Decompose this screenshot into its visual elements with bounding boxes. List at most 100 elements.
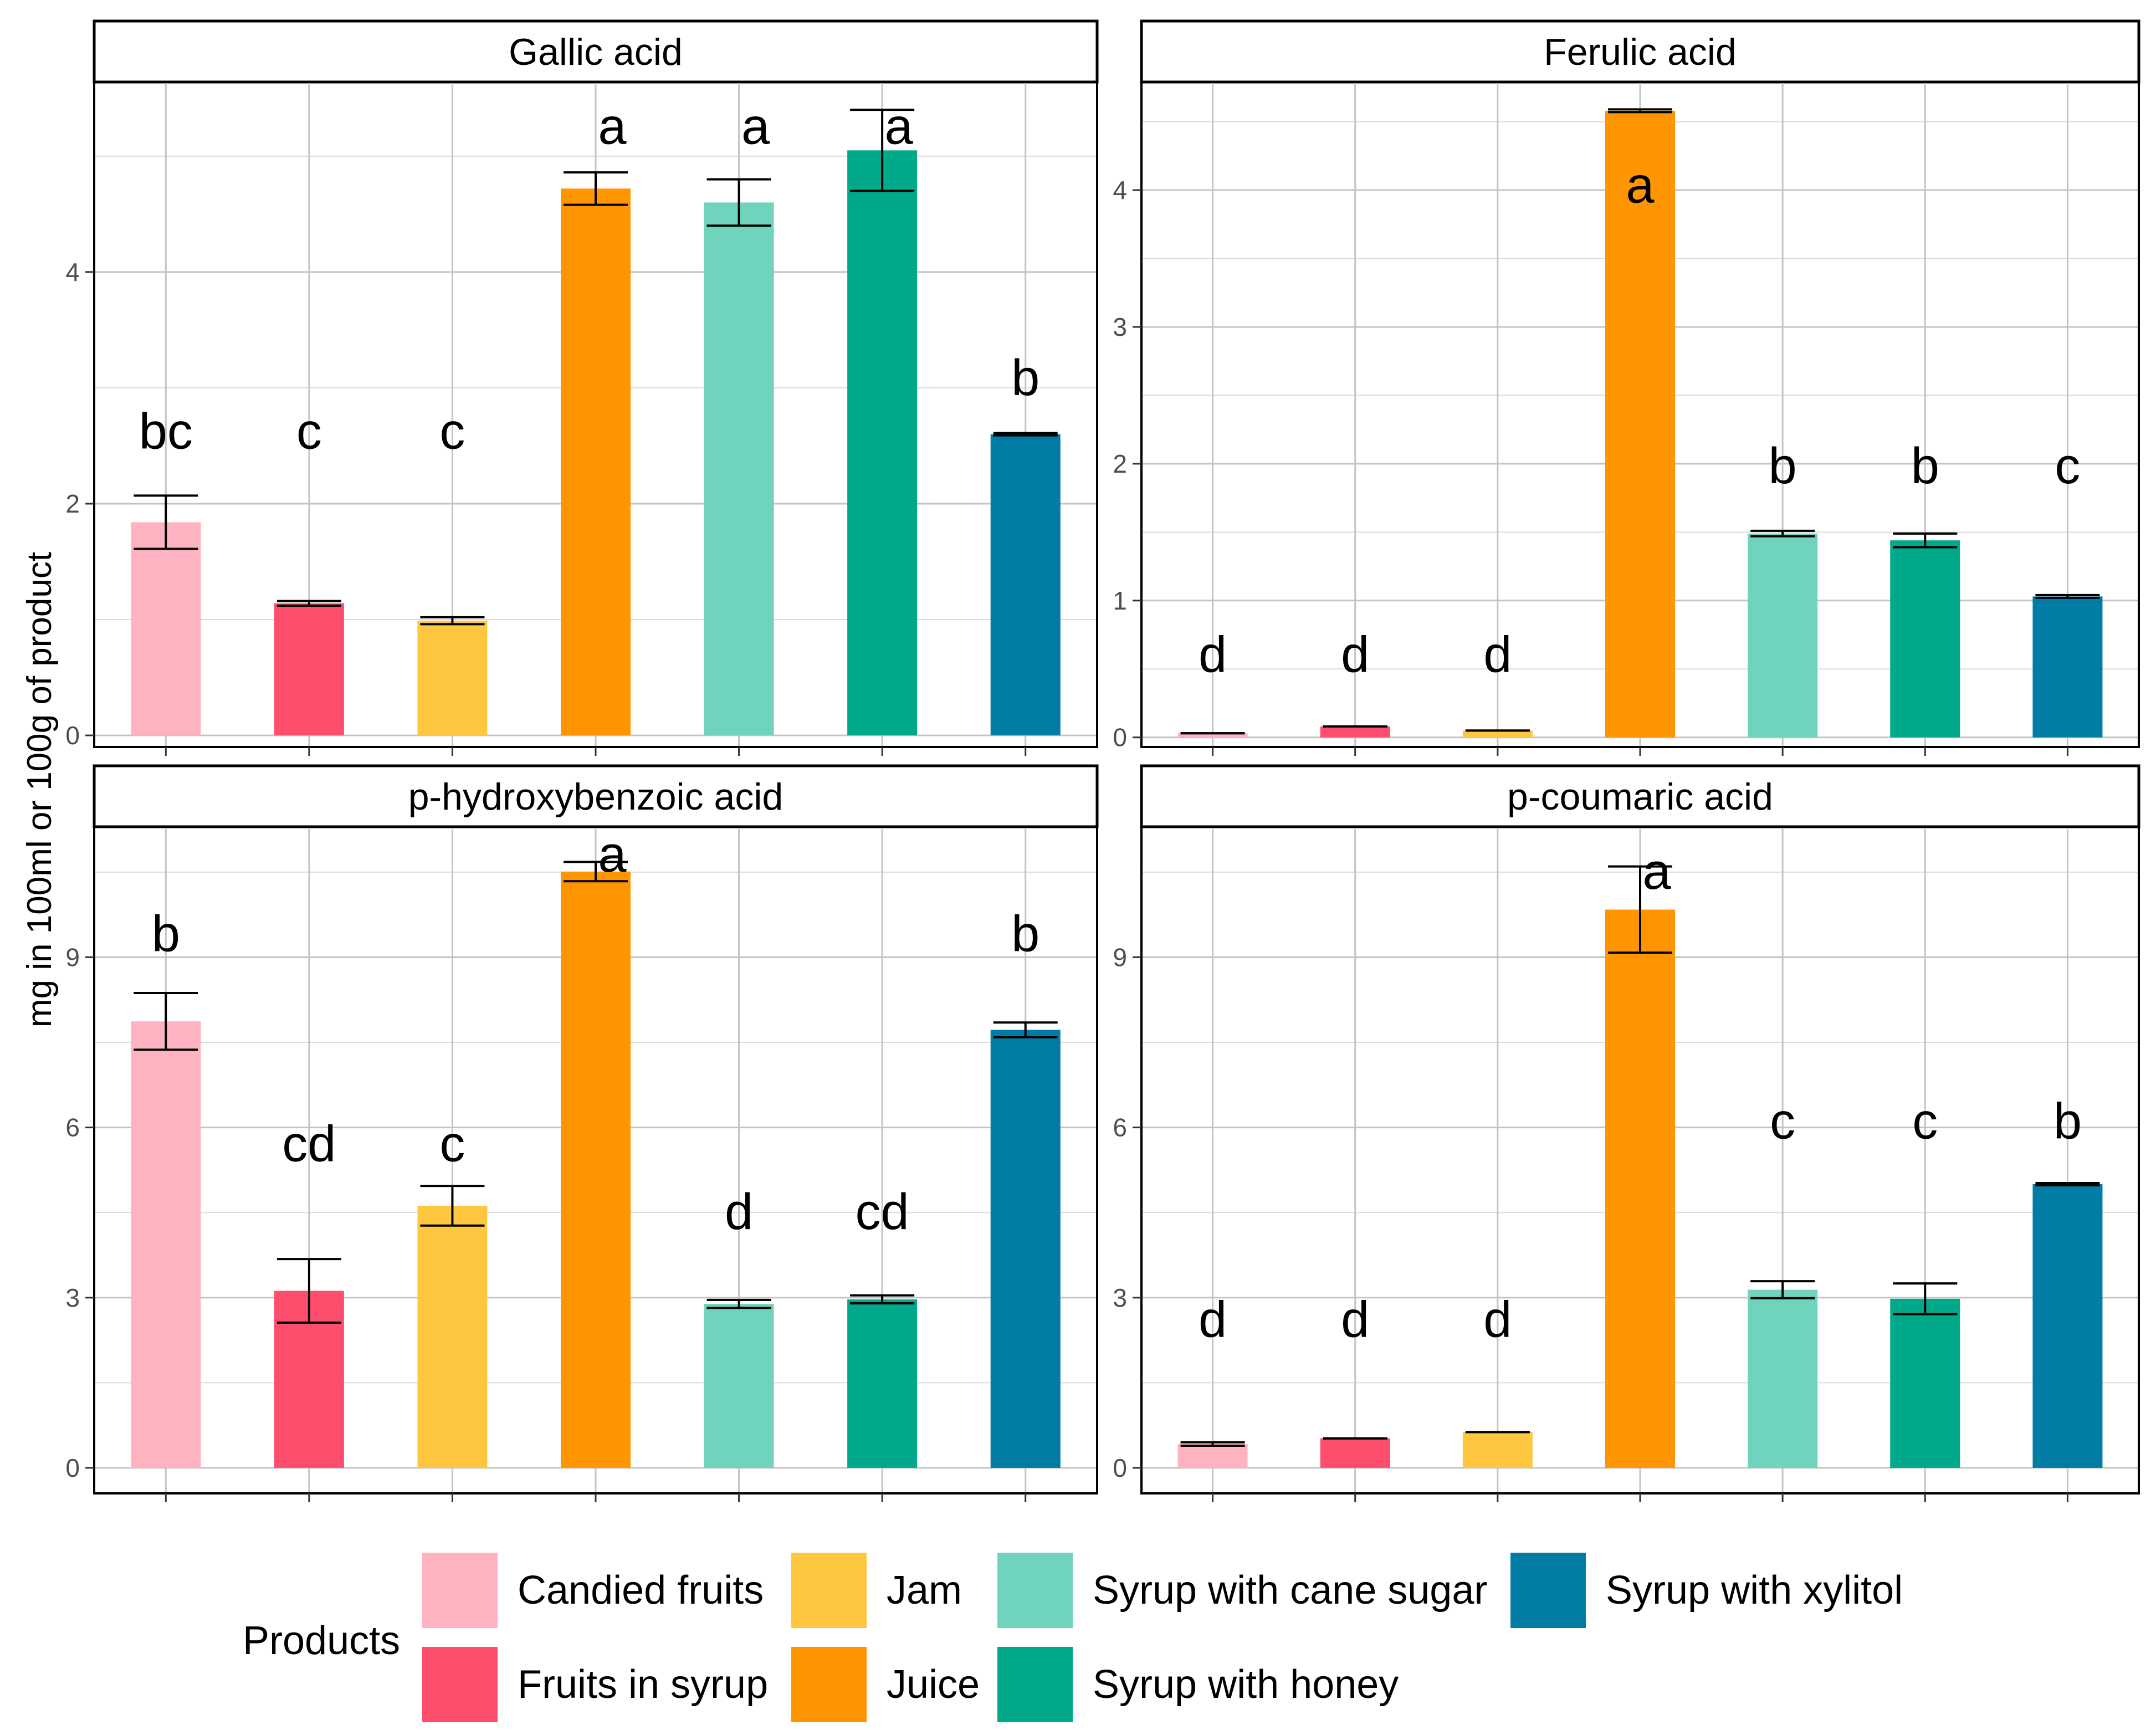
y-tick-label: 6: [1113, 1113, 1127, 1142]
bar-syrup-with-xylitol: [2032, 1184, 2103, 1468]
error-bar: [706, 1298, 771, 1309]
y-tick-label: 0: [65, 721, 80, 750]
error-bar: [2035, 1181, 2100, 1187]
bar-syrup-with-honey: [1890, 540, 1960, 738]
y-axis-label: mg in 100ml or 100g of product: [21, 552, 59, 1027]
bar-jam: [1462, 730, 1533, 738]
y-tick-label: 3: [1113, 313, 1127, 341]
facet-title: p-hydroxybenzoic acid: [408, 776, 783, 818]
bar-jam: [417, 1205, 488, 1468]
bar-syrup-with-cane-sugar: [1748, 1289, 1818, 1468]
facet-strip: [93, 19, 1099, 84]
y-tick-label: 2: [65, 489, 80, 518]
legend-label: Jam: [887, 1568, 962, 1613]
significance-letter: b: [2053, 1093, 2082, 1149]
error-bar: [420, 616, 485, 626]
legend-item: Jam: [791, 1553, 962, 1628]
error-bar: [1893, 532, 1958, 549]
significance-letter: c: [296, 403, 322, 459]
error-bar: [1180, 1441, 1245, 1447]
facet-strip: [93, 764, 1099, 828]
significance-letter: a: [598, 99, 627, 155]
legend-item: Syrup with cane sugar: [997, 1553, 1487, 1628]
significance-letter: a: [1626, 157, 1655, 214]
legend-item: Syrup with honey: [997, 1647, 1399, 1722]
panel-1: Gallic acid 0 2 4 bc c c a a a b: [65, 19, 1099, 756]
significance-letter: a: [741, 99, 770, 155]
bar-syrup-with-honey: [847, 150, 918, 736]
legend-label: Fruits in syrup: [518, 1662, 768, 1707]
error-bar: [276, 1258, 341, 1324]
bar-syrup-with-xylitol: [990, 1030, 1061, 1468]
legend-item: Candied fruits: [422, 1553, 764, 1628]
significance-letter: d: [1483, 1292, 1512, 1348]
legend-key: [422, 1647, 498, 1722]
facet-title: Gallic acid: [509, 31, 683, 73]
error-bar: [420, 1185, 485, 1227]
error-bar: [134, 991, 198, 1051]
significance-letter: a: [598, 826, 627, 883]
error-bar: [993, 1021, 1058, 1038]
error-bar: [1750, 1280, 1815, 1299]
legend-item: Fruits in syrup: [422, 1647, 768, 1722]
bar-candied-fruits: [131, 1021, 201, 1468]
facet-strip: [1140, 19, 2140, 84]
legend-key: [422, 1553, 498, 1628]
bar-fruits-in-syrup: [1320, 726, 1390, 738]
error-bar: [993, 432, 1058, 437]
bar-syrup-with-honey: [847, 1299, 918, 1468]
bar-syrup-with-cane-sugar: [704, 202, 774, 736]
significance-letter: b: [152, 906, 180, 963]
significance-letter: d: [1199, 627, 1227, 683]
significance-letter: c: [1912, 1093, 1938, 1149]
error-bar: [276, 600, 341, 607]
significance-letter: d: [1483, 627, 1512, 683]
significance-letter: d: [1341, 627, 1369, 683]
error-bar: [2035, 593, 2100, 599]
facet-title: Ferulic acid: [1544, 31, 1737, 73]
significance-letter: d: [1199, 1292, 1227, 1348]
legend-label: Syrup with cane sugar: [1093, 1568, 1487, 1613]
panel-4: p-coumaric acid 0 3 6 9 d d d a c c b: [1113, 764, 2140, 1502]
significance-letter: b: [1011, 906, 1039, 963]
legend-title: Products: [243, 1619, 400, 1663]
y-tick-label: 1: [1113, 586, 1127, 615]
panel-2: Ferulic acid 0 1 2 3 4 d d d a b b c: [1113, 19, 2140, 756]
panel-3: p-hydroxybenzoic acid 0 3 6 9 b cd c a d cd b: [65, 764, 1099, 1502]
y-tick-label: 3: [1113, 1283, 1127, 1312]
bar-juice: [561, 188, 631, 736]
bar-candied-fruits: [131, 522, 201, 736]
significance-letter: c: [439, 1115, 465, 1172]
significance-letter: b: [1769, 438, 1797, 494]
error-bar: [706, 178, 771, 227]
significance-letter: c: [1770, 1093, 1795, 1149]
significance-letter: cd: [856, 1184, 909, 1240]
significance-letter: a: [1642, 843, 1671, 900]
legend-key: [997, 1647, 1073, 1722]
y-tick-label: 0: [1113, 1453, 1127, 1482]
bar-jam: [1462, 1432, 1533, 1468]
y-tick-label: 9: [1113, 943, 1127, 971]
bar-juice: [1605, 909, 1675, 1468]
error-bar: [850, 109, 915, 192]
legend-label: Juice: [887, 1662, 980, 1707]
bar-syrup-with-cane-sugar: [1748, 533, 1818, 738]
bar-syrup-with-xylitol: [2032, 596, 2103, 738]
error-bar: [1893, 1282, 1958, 1316]
legend-item: Juice: [791, 1647, 980, 1722]
significance-letter: cd: [282, 1115, 336, 1172]
facet-strip: [1140, 764, 2140, 828]
legend-label: Syrup with xylitol: [1606, 1568, 1903, 1613]
y-tick-label: 2: [1113, 449, 1127, 478]
bar-syrup-with-honey: [1890, 1298, 1960, 1468]
legend-key: [1510, 1553, 1586, 1628]
error-bar: [1750, 529, 1815, 538]
y-tick-label: 3: [65, 1283, 80, 1312]
significance-letter: d: [725, 1184, 753, 1240]
bar-juice: [1605, 110, 1675, 738]
y-tick-label: 6: [65, 1113, 80, 1142]
error-bar: [564, 171, 628, 206]
bar-candied-fruits: [1177, 1444, 1248, 1468]
y-tick-label: 4: [1113, 176, 1127, 204]
bar-syrup-with-xylitol: [990, 434, 1061, 736]
